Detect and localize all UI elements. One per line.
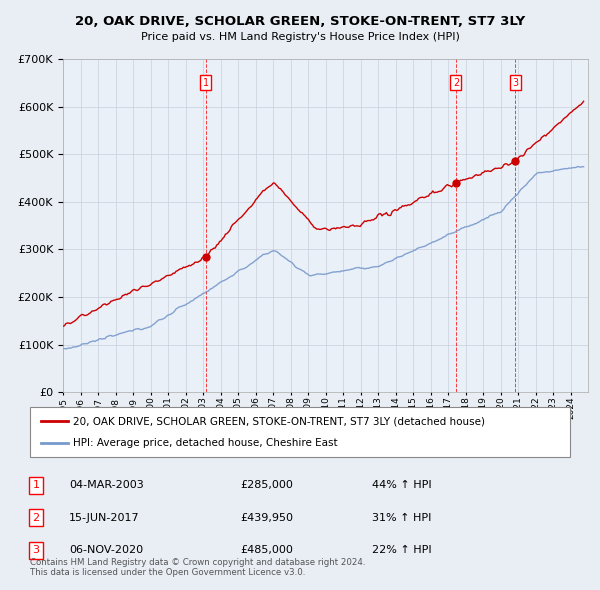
Text: 3: 3 bbox=[512, 78, 518, 88]
Text: 1: 1 bbox=[203, 78, 209, 88]
Text: £439,950: £439,950 bbox=[240, 513, 293, 523]
Text: Contains HM Land Registry data © Crown copyright and database right 2024.
This d: Contains HM Land Registry data © Crown c… bbox=[30, 558, 365, 577]
Text: 44% ↑ HPI: 44% ↑ HPI bbox=[372, 480, 431, 490]
Text: 06-NOV-2020: 06-NOV-2020 bbox=[69, 545, 143, 555]
Text: 3: 3 bbox=[32, 545, 40, 555]
Text: 20, OAK DRIVE, SCHOLAR GREEN, STOKE-ON-TRENT, ST7 3LY: 20, OAK DRIVE, SCHOLAR GREEN, STOKE-ON-T… bbox=[75, 15, 525, 28]
Text: 2: 2 bbox=[32, 513, 40, 523]
Text: 04-MAR-2003: 04-MAR-2003 bbox=[69, 480, 144, 490]
Text: Price paid vs. HM Land Registry's House Price Index (HPI): Price paid vs. HM Land Registry's House … bbox=[140, 32, 460, 42]
Text: 22% ↑ HPI: 22% ↑ HPI bbox=[372, 545, 431, 555]
FancyBboxPatch shape bbox=[30, 407, 570, 457]
Text: 20, OAK DRIVE, SCHOLAR GREEN, STOKE-ON-TRENT, ST7 3LY (detached house): 20, OAK DRIVE, SCHOLAR GREEN, STOKE-ON-T… bbox=[73, 416, 485, 426]
Text: £285,000: £285,000 bbox=[240, 480, 293, 490]
Text: 2: 2 bbox=[453, 78, 459, 88]
Text: 15-JUN-2017: 15-JUN-2017 bbox=[69, 513, 140, 523]
Text: HPI: Average price, detached house, Cheshire East: HPI: Average price, detached house, Ches… bbox=[73, 438, 338, 448]
Text: 31% ↑ HPI: 31% ↑ HPI bbox=[372, 513, 431, 523]
Text: £485,000: £485,000 bbox=[240, 545, 293, 555]
Text: 1: 1 bbox=[32, 480, 40, 490]
